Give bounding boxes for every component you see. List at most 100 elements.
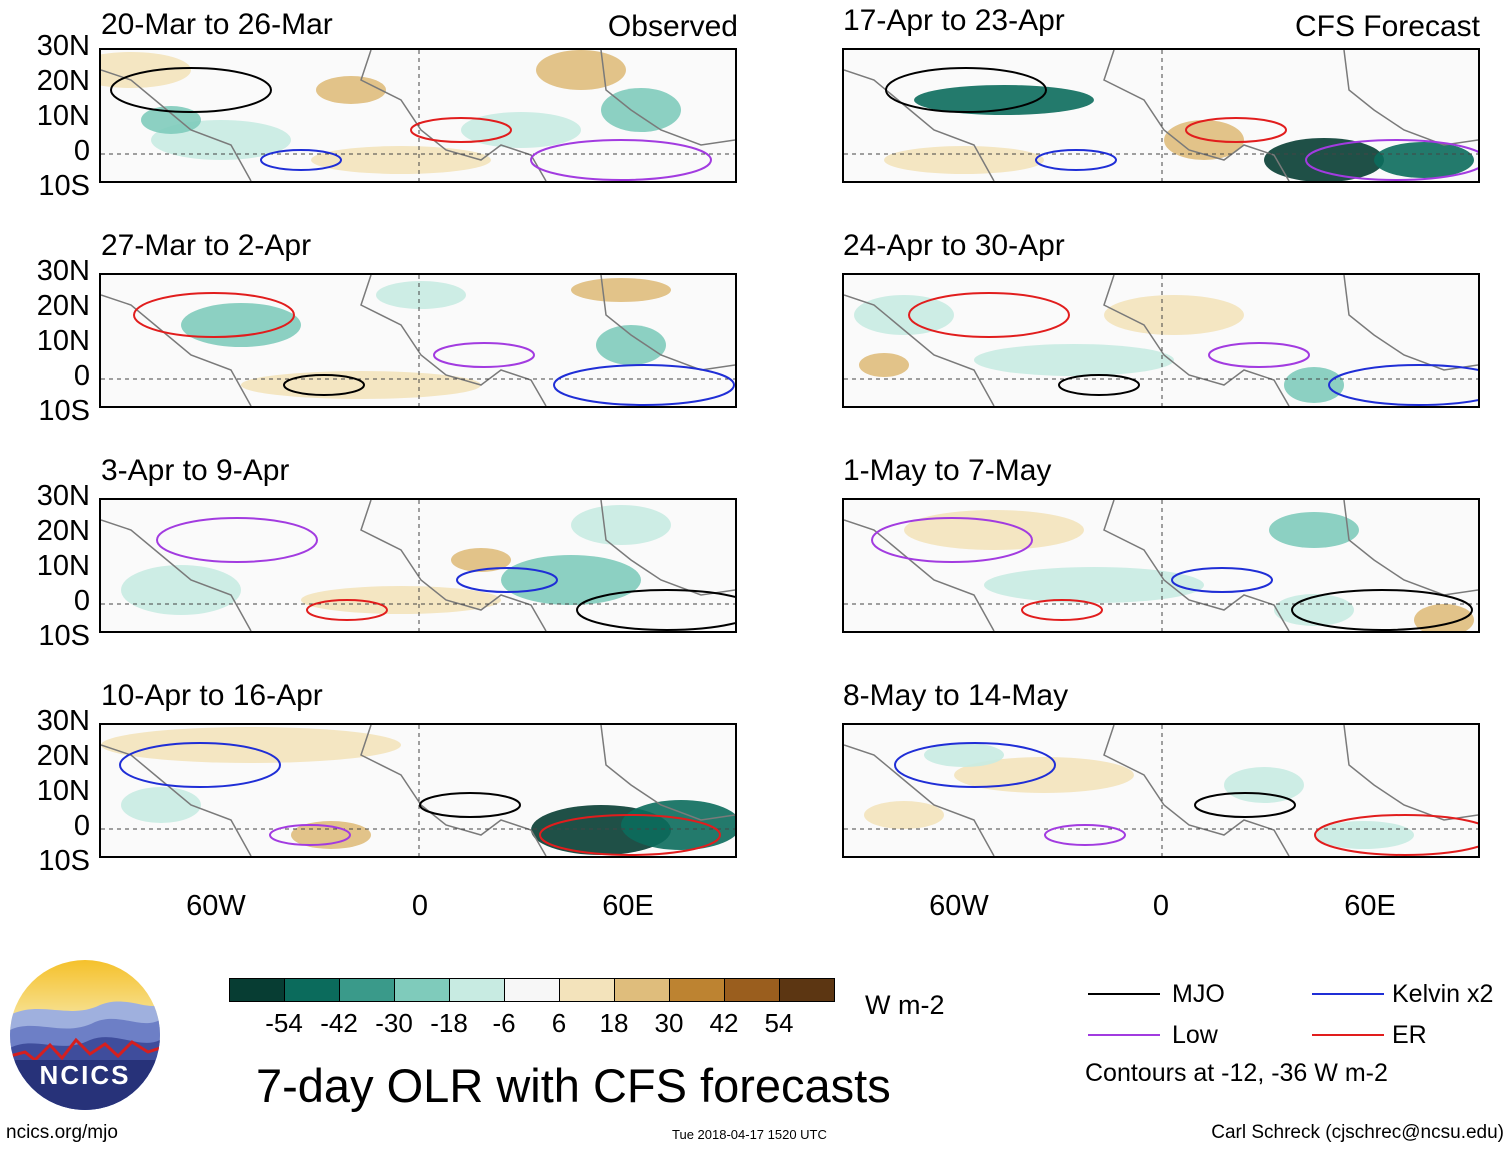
legend-low-label: Low [1172, 1021, 1218, 1049]
olr-map [101, 725, 735, 856]
wave-contour [908, 292, 1070, 338]
colorbar-unit: W m-2 [865, 990, 945, 1020]
lat-label: 10N [36, 550, 90, 582]
olr-map [844, 50, 1478, 181]
lat-label: 10N [36, 100, 90, 132]
panel-title-1: 20-Mar to 26-Mar [101, 8, 333, 41]
lon-label: 60W [929, 890, 989, 922]
wave-contour [576, 589, 735, 631]
olr-anomaly-shading [461, 112, 581, 148]
wave-contour [1314, 814, 1478, 856]
map-panel-observed-2 [99, 273, 737, 408]
lat-label: 20N [36, 515, 90, 547]
observed-label: Observed [607, 10, 738, 43]
wave-contour [133, 292, 295, 338]
footer-url[interactable]: ncics.org/mjo [6, 1122, 118, 1143]
panel-title-5: 17-Apr to 23-Apr [843, 4, 1065, 37]
coastline [101, 725, 735, 856]
coastline [101, 500, 735, 631]
lat-label: 0 [73, 360, 90, 392]
olr-anomaly-shading [311, 146, 491, 174]
colorbar-tick-label: 6 [551, 1008, 567, 1038]
wave-contour [894, 742, 1056, 788]
wave-contour [456, 567, 558, 593]
wave-contour [433, 342, 535, 368]
olr-anomaly-shading [1374, 142, 1474, 178]
olr-anomaly-shading [451, 548, 511, 572]
lat-label: 10S [38, 620, 90, 652]
panel-title-8: 8-May to 14-May [843, 679, 1069, 712]
olr-anomaly-shading [1104, 295, 1244, 335]
olr-anomaly-shading [1264, 138, 1384, 181]
olr-anomaly-shading [1224, 767, 1304, 803]
colorbar-cell [724, 978, 780, 1002]
lat-label: 20N [36, 65, 90, 97]
olr-anomaly-shading [596, 325, 666, 365]
legend-mjo-label: MJO [1172, 980, 1225, 1008]
colorbar-tick-label: 54 [764, 1008, 794, 1038]
legend-low-line [1088, 1034, 1160, 1036]
lon-label: 0 [1152, 890, 1170, 922]
lon-label: 60W [186, 890, 246, 922]
lat-label: 0 [73, 585, 90, 617]
colorbar-cell [614, 978, 670, 1002]
ncics-logo-text: NCICS [39, 1060, 131, 1090]
lat-label: 20N [36, 290, 90, 322]
lon-label: 60E [1344, 890, 1396, 922]
olr-anomaly-shading [571, 505, 671, 545]
panel-title-3: 3-Apr to 9-Apr [101, 454, 290, 487]
wave-contour [871, 517, 1033, 563]
olr-anomaly-shading [854, 295, 954, 335]
wave-contour [156, 517, 318, 563]
legend-kelvin-label: Kelvin x2 [1392, 980, 1494, 1008]
lat-label: 0 [73, 135, 90, 167]
ncics-logo-graphic [10, 960, 160, 1110]
olr-anomaly-shading [571, 278, 671, 302]
lat-label: 30N [36, 705, 90, 737]
olr-anomaly-shading [291, 821, 371, 849]
olr-anomaly-shading [859, 353, 909, 377]
olr-anomaly-shading [101, 727, 401, 763]
colorbar-cell [504, 978, 560, 1002]
colorbar-cell [779, 978, 835, 1002]
lat-label: 30N [36, 255, 90, 287]
olr-anomaly-shading [601, 88, 681, 132]
colorbar-cell [394, 978, 450, 1002]
wave-contour [410, 117, 512, 143]
olr-anomaly-shading [141, 106, 201, 134]
colorbar-tick-label: -42 [320, 1008, 358, 1038]
lat-label: 10S [38, 845, 90, 877]
olr-anomaly-shading [904, 510, 1084, 550]
coastline [101, 50, 735, 181]
wave-contour [1044, 824, 1126, 846]
lat-label: 30N [36, 480, 90, 512]
panel-title-7: 1-May to 7-May [843, 454, 1052, 487]
lon-label: 60E [602, 890, 654, 922]
colorbar-cell [339, 978, 395, 1002]
wave-contour [110, 67, 272, 113]
contours-note: Contours at -12, -36 W m-2 [1085, 1059, 1388, 1087]
colorbar-tick-label: 30 [654, 1008, 684, 1038]
olr-anomaly-shading [884, 146, 1044, 174]
wave-contour [1291, 589, 1473, 631]
lat-label: 0 [73, 810, 90, 842]
map-panel-forecast-4 [842, 723, 1480, 858]
coastline [844, 275, 1478, 406]
wave-contour [269, 824, 351, 846]
olr-anomaly-shading [954, 757, 1134, 793]
wave-contour [119, 742, 281, 788]
olr-anomaly-shading [621, 800, 735, 850]
colorbar-cell [669, 978, 725, 1002]
olr-anomaly-shading [1314, 821, 1414, 849]
coastline [101, 275, 735, 406]
wave-contour [885, 67, 1047, 113]
lat-label: 10S [38, 395, 90, 427]
colorbar-tick-label: 18 [599, 1008, 629, 1038]
olr-anomaly-shading [914, 85, 1094, 115]
olr-anomaly-shading [1274, 594, 1354, 626]
olr-anomaly-shading [536, 50, 626, 90]
olr-anomaly-shading [1414, 604, 1474, 631]
wave-contour [260, 149, 342, 171]
olr-anomaly-shading [974, 344, 1174, 376]
map-panel-forecast-1 [842, 48, 1480, 183]
